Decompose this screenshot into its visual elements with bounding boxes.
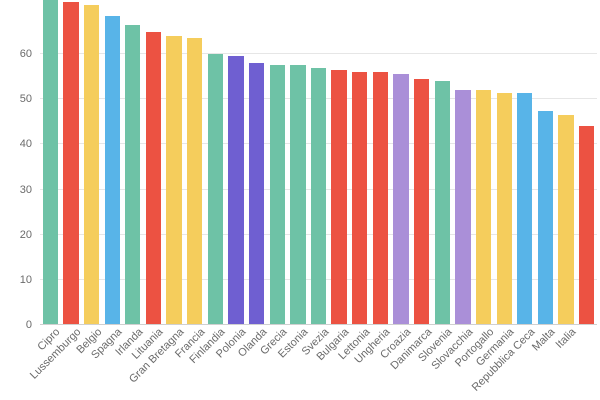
- bar: [579, 126, 595, 325]
- bar: [496, 92, 512, 325]
- bar: [145, 31, 162, 325]
- x-axis-tick-labels: Cipro Lussemburgo Belgio Spagna Irlanda Litua…: [28, 326, 597, 400]
- x-tick-label: Italia: [553, 326, 579, 351]
- bar: [166, 36, 182, 325]
- bar: [104, 15, 120, 325]
- gridline: [40, 53, 597, 55]
- bar: [290, 65, 306, 325]
- bar: [63, 2, 79, 325]
- bar: [517, 92, 533, 325]
- bar: [331, 69, 347, 325]
- plot-area: [40, 0, 597, 325]
- bar-series: [40, 0, 597, 325]
- bar: [414, 79, 430, 325]
- bar: [558, 115, 574, 325]
- bar: [393, 74, 409, 325]
- bar: [434, 81, 450, 325]
- y-tick-label: 30: [19, 183, 32, 196]
- y-axis-tick-labels: 0 10 20 30 40 50 60: [19, 48, 32, 331]
- bar: [42, 0, 58, 325]
- y-tick-label: 10: [19, 273, 32, 286]
- bar: [187, 38, 203, 325]
- bar: [372, 72, 389, 325]
- bar: [83, 4, 100, 325]
- x-tick-label: Malta: [530, 326, 558, 354]
- bar: [310, 67, 327, 325]
- y-tick-label: 50: [19, 93, 32, 106]
- bar: [455, 90, 471, 325]
- bar: [352, 72, 368, 325]
- y-tick-label: 0: [25, 319, 32, 331]
- bar: [537, 110, 554, 325]
- bar: [228, 56, 244, 325]
- y-tick-label: 20: [19, 228, 32, 241]
- bar: [248, 63, 265, 325]
- bar: [269, 65, 285, 325]
- y-tick-label: 40: [19, 138, 32, 151]
- bar: [475, 90, 492, 325]
- bar: [207, 54, 223, 325]
- x-axis-line: [40, 324, 597, 325]
- y-tick-label: 60: [19, 48, 32, 61]
- bar: [125, 24, 141, 325]
